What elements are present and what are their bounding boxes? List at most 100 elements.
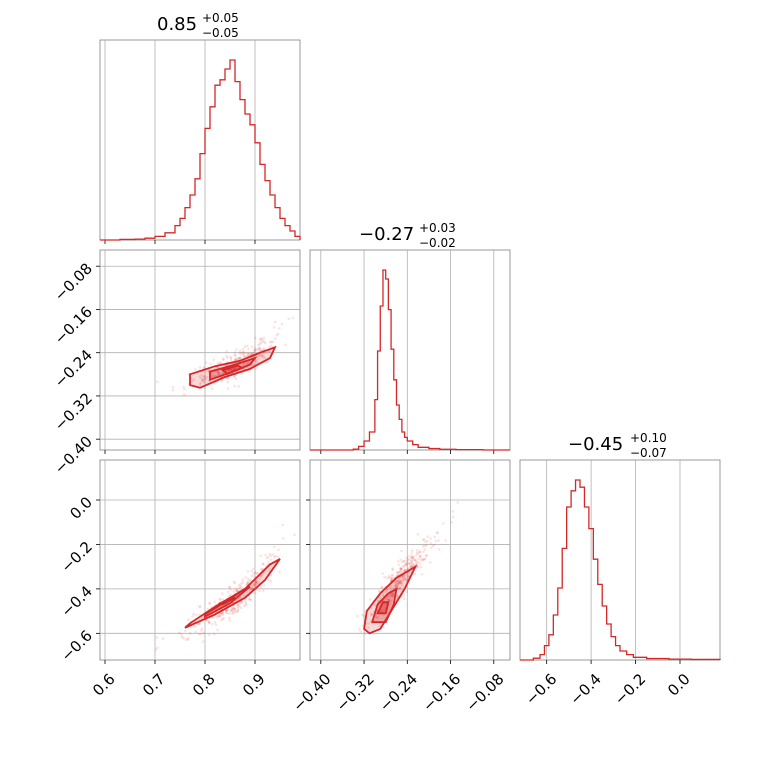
histogram-panel-1 (99, 39, 301, 244)
scatter-point (183, 388, 186, 391)
scatter-point (217, 372, 220, 376)
scatter-point (221, 617, 225, 621)
scatter-point (250, 364, 253, 368)
scatter-point (398, 570, 402, 573)
scatter-point (247, 365, 251, 369)
scatter-point (402, 578, 405, 581)
scatter-point (412, 556, 415, 560)
contour-line-3 (217, 596, 236, 606)
scatter-point (236, 356, 240, 360)
scatter-point (390, 594, 393, 597)
scatter-point (242, 351, 245, 354)
scatter-point (388, 593, 392, 597)
scatter-point (402, 575, 406, 578)
scatter-point (257, 347, 261, 351)
scatter-point (207, 620, 211, 624)
scatter-point (246, 581, 249, 585)
scatter-point (225, 354, 228, 358)
scatter-point (242, 594, 246, 597)
scatter-point (385, 589, 389, 592)
scatter-point (238, 351, 241, 355)
scatter-point (258, 338, 262, 341)
scatter-point (386, 611, 390, 615)
scatter-point (229, 356, 233, 360)
scatter-point (400, 583, 403, 586)
scatter-point (253, 349, 256, 352)
scatter-point (402, 597, 406, 600)
scatter-point (435, 531, 439, 535)
scatter-point (420, 573, 424, 576)
scatter-point (388, 596, 392, 599)
scatter-point (221, 592, 224, 595)
scatter-point (246, 352, 249, 356)
scatter-point (356, 614, 359, 618)
contour-line-1 (189, 345, 277, 389)
scatter-point (391, 586, 395, 589)
scatter-point (220, 618, 223, 622)
scatter-point (399, 579, 403, 582)
scatter-point (253, 348, 256, 352)
histogram-panel-2 (309, 249, 511, 454)
scatter-point (247, 352, 251, 356)
tick-label-x: −0.6 (522, 670, 560, 708)
scatter-point (451, 515, 455, 519)
scatter-point (269, 558, 273, 562)
scatter-point (278, 327, 281, 330)
scatter-point (403, 577, 406, 580)
scatter-point (201, 374, 205, 378)
scatter-point (367, 626, 370, 629)
scatter-point (402, 564, 405, 568)
scatter-point (413, 572, 417, 575)
scatter-point (203, 375, 207, 378)
scatter-point (239, 585, 242, 588)
scatter-point (260, 574, 263, 578)
scatter-point (269, 340, 272, 344)
scatter-point (255, 581, 258, 585)
scatter-point (401, 575, 405, 578)
scatter-point (436, 531, 439, 534)
scatter-point (389, 576, 393, 579)
scatter-point (404, 563, 408, 567)
scatter-point (234, 587, 238, 590)
scatter-point (221, 358, 225, 361)
scatter-point (392, 586, 396, 590)
scatter-point (249, 598, 253, 602)
scatter-point (401, 584, 404, 588)
scatter-point (444, 539, 447, 542)
scatter-point (247, 347, 250, 351)
scatter-point (415, 561, 418, 564)
scatter-point (433, 535, 437, 539)
scatter-point (407, 571, 410, 575)
scatter-point (228, 585, 232, 589)
scatter-point (213, 632, 216, 636)
scatter-point (254, 580, 257, 584)
scatter-point (402, 576, 405, 580)
scatter-point (200, 629, 203, 632)
contour-line-1 (363, 564, 418, 635)
title-param-2-minus: −0.02 (419, 236, 456, 250)
scatter-point (231, 606, 235, 610)
scatter-point (241, 578, 245, 581)
scatter-point (422, 538, 425, 541)
scatter-point (407, 557, 410, 561)
scatter-point (246, 570, 250, 573)
scatter-point (216, 614, 220, 617)
scatter-point (199, 381, 203, 385)
scatter-point (248, 589, 251, 593)
scatter-point (405, 563, 408, 566)
scatter-point (397, 584, 400, 588)
scatter-point (269, 573, 273, 577)
scatter-point (291, 316, 295, 320)
scatter-point (259, 348, 262, 352)
scatter-point (272, 545, 276, 549)
scatter-point (260, 573, 264, 577)
scatter-point (250, 585, 254, 589)
scatter-point (198, 366, 202, 369)
scatter-point (252, 572, 255, 576)
scatter-point (408, 554, 411, 558)
scatter-point (398, 581, 402, 584)
scatter-point (213, 620, 217, 624)
scatter-point (186, 638, 190, 641)
scatter-point (180, 635, 184, 639)
scatter-point (391, 593, 394, 597)
